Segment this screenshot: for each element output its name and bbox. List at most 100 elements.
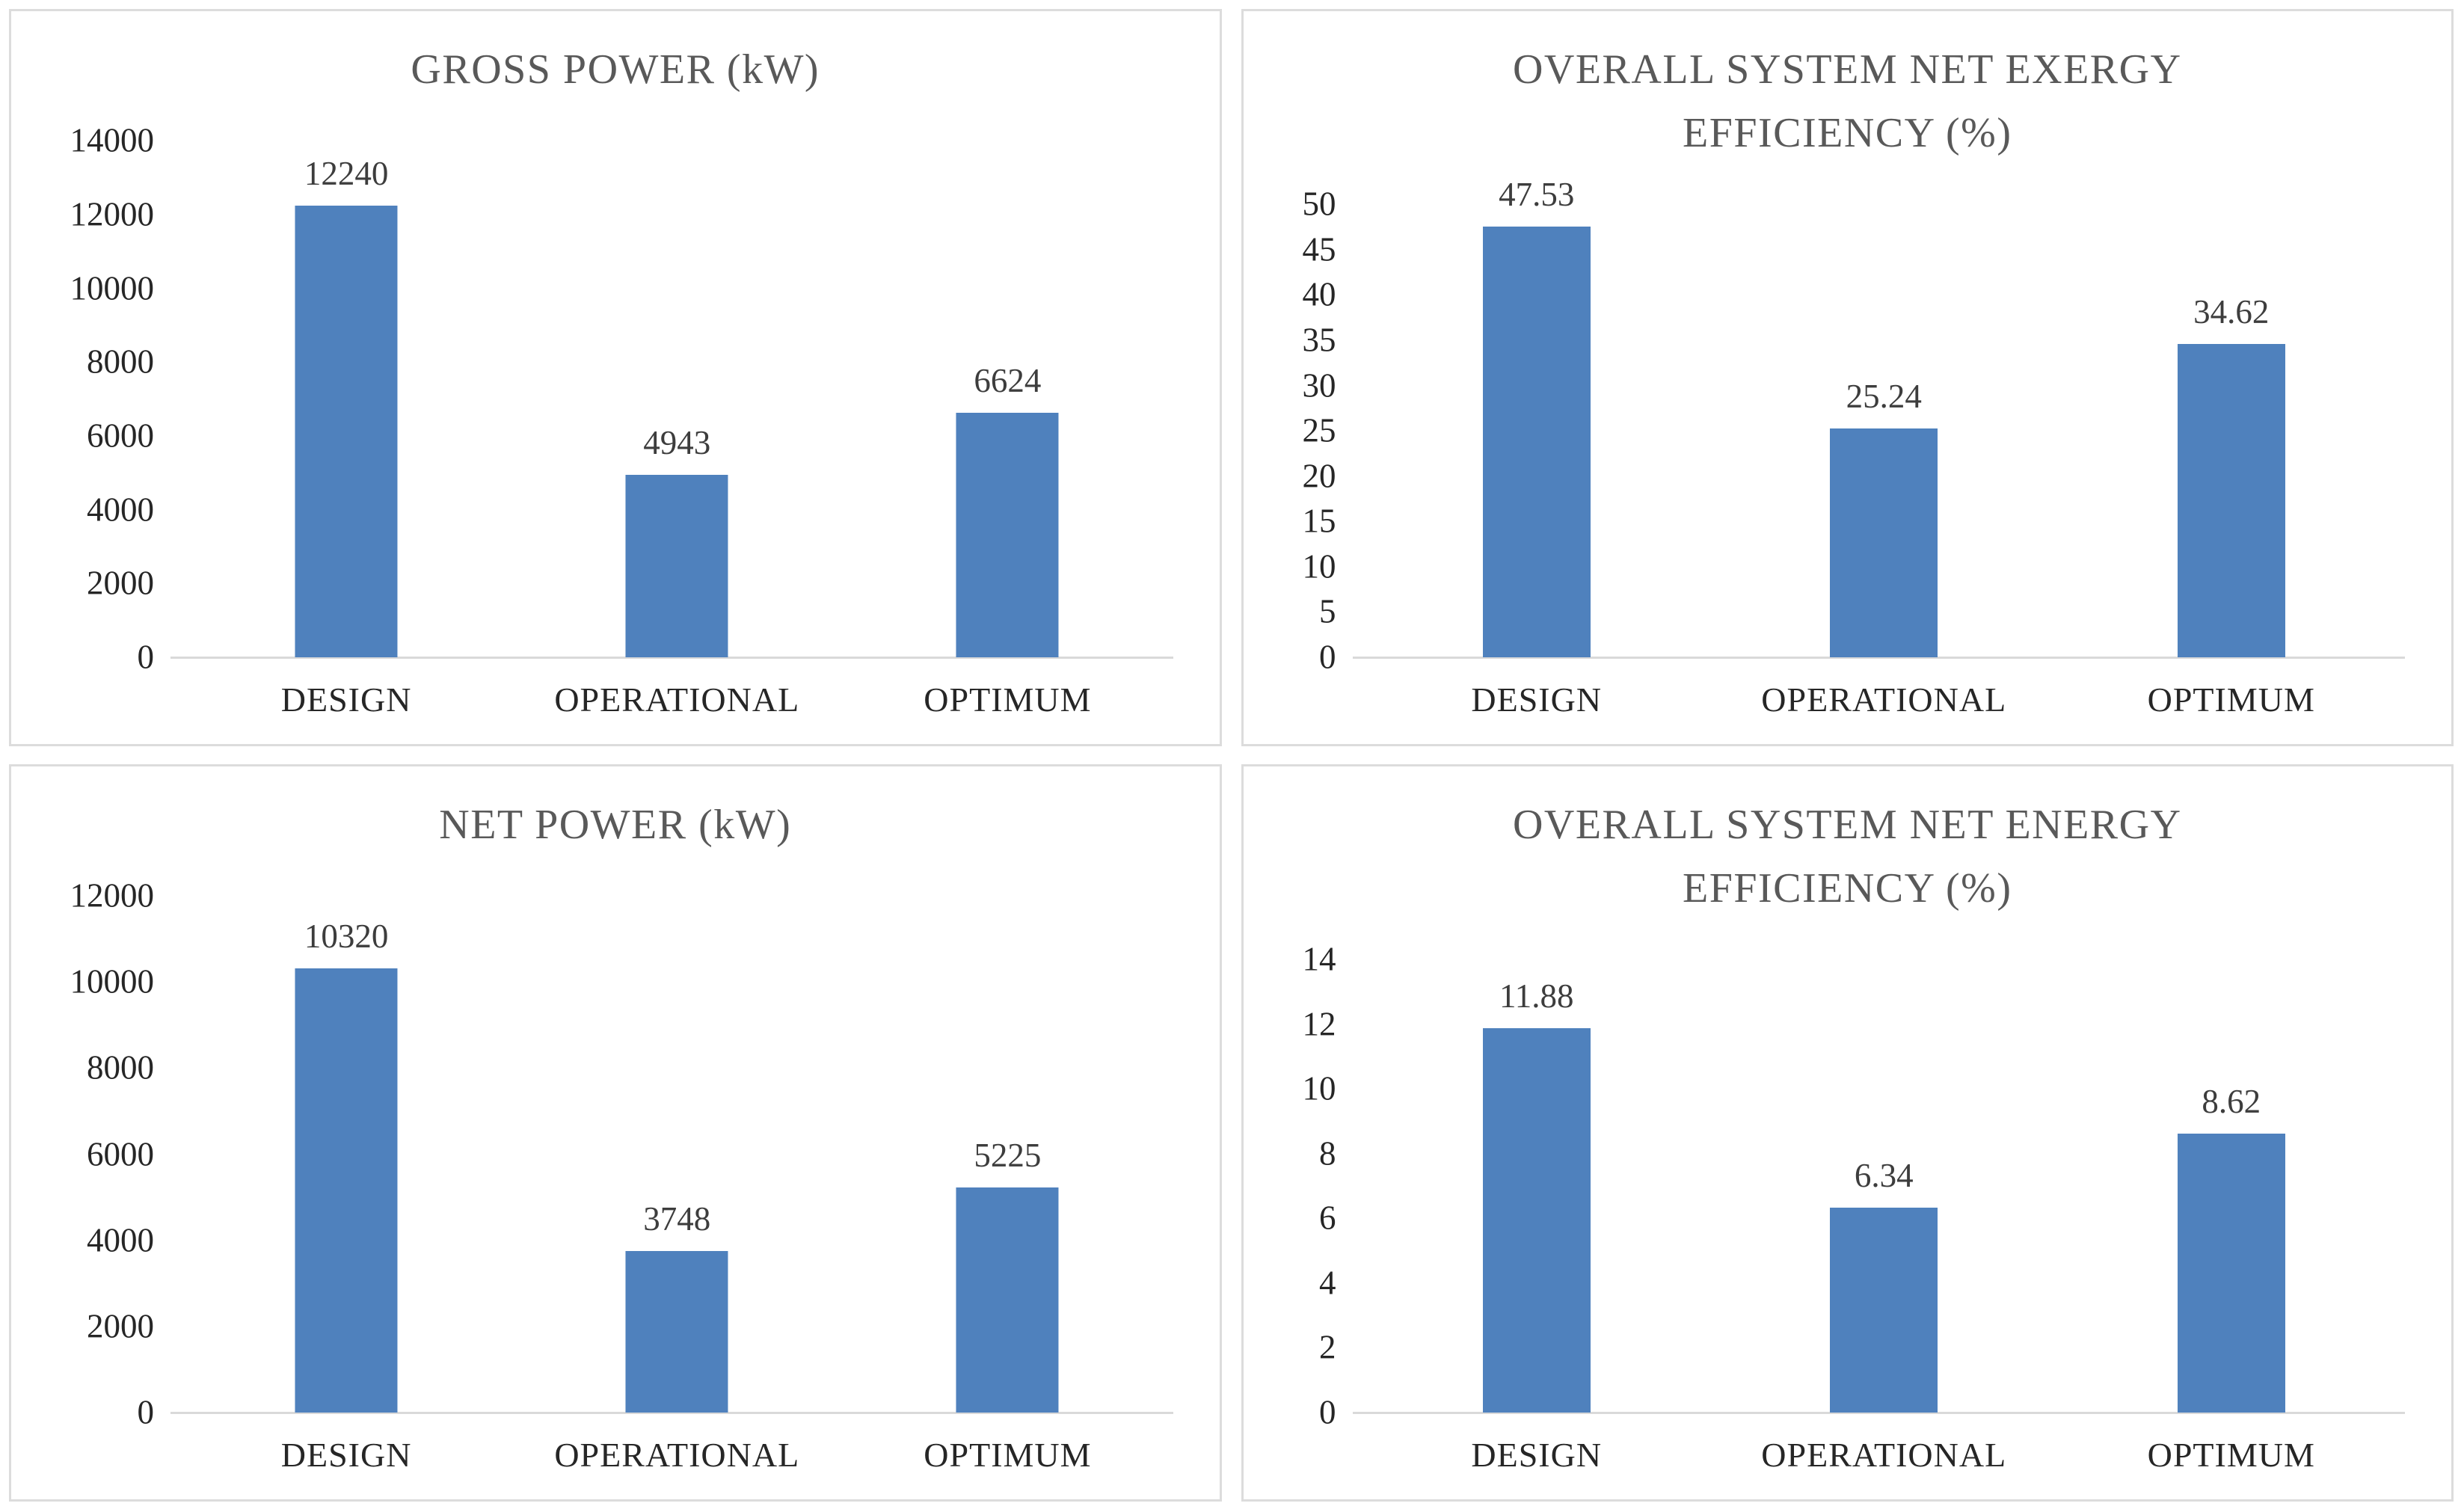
data-label-design: 10320 bbox=[304, 917, 389, 955]
chart-gross-power: GROSS POWER (kW) 0 2000 4000 6000 8000 10000 1… bbox=[9, 9, 1222, 746]
y-tick-label: 20 bbox=[1302, 457, 1336, 495]
y-tick-label: 10000 bbox=[70, 962, 155, 1001]
y-tick-label: 50 bbox=[1302, 185, 1336, 223]
data-label-optimum: 8.62 bbox=[2202, 1083, 2261, 1121]
y-tick-label: 40 bbox=[1302, 275, 1336, 313]
chart-title-line: OVERALL SYSTEM NET EXERGY bbox=[1512, 46, 2182, 93]
y-tick-label: 0 bbox=[137, 1393, 155, 1431]
chart-title: OVERALL SYSTEM NET ENERGY EFFICIENCY (%) bbox=[1266, 793, 2430, 921]
y-tick-label: 4000 bbox=[87, 1221, 154, 1259]
y-axis: 0 2 4 6 8 10 12 14 bbox=[1275, 942, 1363, 1429]
bar-slot-operational: 4943 bbox=[511, 141, 842, 657]
chart-title: GROSS POWER (kW) bbox=[34, 38, 1197, 102]
y-tick-label: 8000 bbox=[87, 1048, 154, 1087]
bar-design bbox=[1482, 1027, 1591, 1413]
category-axis: DESIGN OPERATIONAL OPTIMUM bbox=[181, 1413, 1173, 1493]
y-tick-label: 2000 bbox=[87, 1307, 154, 1345]
bar-operational bbox=[1830, 1207, 1938, 1413]
chart-title: NET POWER (kW) bbox=[34, 793, 1197, 857]
bar-design bbox=[295, 205, 398, 657]
bar-slot-operational: 25.24 bbox=[1710, 204, 2058, 657]
chart-area: 0 5 10 15 20 25 30 35 40 45 50 47.53 25.24 34.62 DES… bbox=[1275, 178, 2406, 738]
chart-title: OVERALL SYSTEM NET EXERGY EFFICIENCY (%) bbox=[1266, 38, 2430, 165]
bar-slot-design: 11.88 bbox=[1363, 959, 1711, 1413]
category-label-operational: OPERATIONAL bbox=[554, 680, 800, 719]
plot-area: 12240 4943 6624 bbox=[170, 141, 1173, 659]
y-tick-label: 2 bbox=[1319, 1328, 1336, 1366]
y-axis: 0 2000 4000 6000 8000 10000 12000 14000 bbox=[43, 123, 181, 674]
category-label-operational: OPERATIONAL bbox=[1761, 1436, 2007, 1474]
y-tick-label: 12000 bbox=[70, 195, 155, 233]
y-tick-label: 12 bbox=[1302, 1005, 1336, 1043]
chart-title-line: GROSS POWER (kW) bbox=[411, 46, 820, 93]
data-label-design: 11.88 bbox=[1499, 977, 1574, 1015]
x-axis-line bbox=[170, 657, 1173, 659]
chart-area: 0 2 4 6 8 10 12 14 11.88 6.34 8.62 DESIGN OPERATIO… bbox=[1275, 942, 2406, 1493]
chart-area: 0 2000 4000 6000 8000 10000 12000 10320 3748 522… bbox=[43, 879, 1173, 1493]
bar-optimum bbox=[956, 413, 1059, 657]
bar-slot-design: 12240 bbox=[181, 141, 511, 657]
bar-optimum bbox=[2177, 343, 2285, 657]
x-axis-line bbox=[1352, 657, 2405, 659]
category-label-optimum: OPTIMUM bbox=[924, 1436, 1092, 1474]
category-label-operational: OPERATIONAL bbox=[554, 1436, 800, 1474]
y-tick-label: 8 bbox=[1319, 1134, 1336, 1173]
data-label-operational: 3748 bbox=[643, 1200, 711, 1238]
chart-net-energy-efficiency: OVERALL SYSTEM NET ENERGY EFFICIENCY (%) … bbox=[1241, 764, 2454, 1502]
chart-net-power: NET POWER (kW) 0 2000 4000 6000 8000 10000 120… bbox=[9, 764, 1222, 1502]
chart-title-line: EFFICIENCY (%) bbox=[1683, 865, 2012, 912]
bar-slot-optimum: 8.62 bbox=[2058, 959, 2406, 1413]
plot-area: 11.88 6.34 8.62 bbox=[1352, 959, 2406, 1414]
y-tick-label: 6 bbox=[1319, 1199, 1336, 1237]
chart-title-line: OVERALL SYSTEM NET ENERGY bbox=[1512, 802, 2182, 848]
y-tick-label: 15 bbox=[1302, 502, 1336, 540]
y-tick-label: 5 bbox=[1319, 592, 1336, 630]
y-tick-label: 30 bbox=[1302, 366, 1336, 405]
bar-optimum bbox=[956, 1187, 1059, 1413]
category-axis: DESIGN OPERATIONAL OPTIMUM bbox=[1363, 1413, 2406, 1493]
data-label-optimum: 34.62 bbox=[2193, 292, 2270, 331]
y-tick-label: 6000 bbox=[87, 417, 154, 455]
y-tick-label: 10 bbox=[1302, 1069, 1336, 1107]
chart-title-line: EFFICIENCY (%) bbox=[1683, 110, 2012, 157]
y-tick-label: 2000 bbox=[87, 564, 154, 602]
y-tick-label: 12000 bbox=[70, 876, 155, 915]
category-label-design: DESIGN bbox=[1471, 680, 1603, 719]
y-tick-label: 45 bbox=[1302, 230, 1336, 268]
category-label-design: DESIGN bbox=[1471, 1436, 1603, 1474]
y-tick-label: 0 bbox=[137, 638, 155, 676]
chart-area: 0 2000 4000 6000 8000 10000 12000 14000 12240 49… bbox=[43, 123, 1173, 738]
bar-slot-design: 10320 bbox=[181, 896, 511, 1413]
bar-slot-optimum: 6624 bbox=[842, 141, 1173, 657]
bar-slot-operational: 3748 bbox=[511, 896, 842, 1413]
bar-slot-design: 47.53 bbox=[1363, 178, 1711, 657]
category-label-optimum: OPTIMUM bbox=[2147, 1436, 2315, 1474]
y-tick-label: 35 bbox=[1302, 321, 1336, 359]
category-axis: DESIGN OPERATIONAL OPTIMUM bbox=[1363, 657, 2406, 738]
y-axis: 0 2000 4000 6000 8000 10000 12000 bbox=[43, 879, 181, 1429]
category-label-optimum: OPTIMUM bbox=[2147, 680, 2315, 719]
chart-title-line: NET POWER (kW) bbox=[439, 802, 792, 848]
data-label-design: 12240 bbox=[304, 154, 389, 192]
y-tick-label: 0 bbox=[1319, 1393, 1336, 1431]
x-axis-line bbox=[170, 1412, 1173, 1414]
y-tick-label: 8000 bbox=[87, 342, 154, 381]
y-axis: 0 5 10 15 20 25 30 35 40 45 50 bbox=[1275, 187, 1363, 674]
x-axis-line bbox=[1352, 1412, 2405, 1414]
y-tick-label: 10000 bbox=[70, 269, 155, 307]
bar-slot-optimum: 5225 bbox=[842, 896, 1173, 1413]
y-tick-label: 10 bbox=[1302, 547, 1336, 586]
bar-slot-operational: 6.34 bbox=[1710, 959, 2058, 1413]
data-label-operational: 25.24 bbox=[1846, 378, 1922, 416]
plot-area: 10320 3748 5225 bbox=[170, 896, 1173, 1414]
bar-optimum bbox=[2177, 1134, 2285, 1413]
category-axis: DESIGN OPERATIONAL OPTIMUM bbox=[181, 657, 1173, 738]
data-label-operational: 4943 bbox=[643, 424, 711, 462]
category-label-design: DESIGN bbox=[280, 680, 412, 719]
y-tick-label: 6000 bbox=[87, 1135, 154, 1173]
category-label-optimum: OPTIMUM bbox=[924, 680, 1092, 719]
data-label-design: 47.53 bbox=[1499, 176, 1575, 214]
bar-operational bbox=[625, 1251, 728, 1413]
plot-area: 47.53 25.24 34.62 bbox=[1352, 178, 2405, 659]
